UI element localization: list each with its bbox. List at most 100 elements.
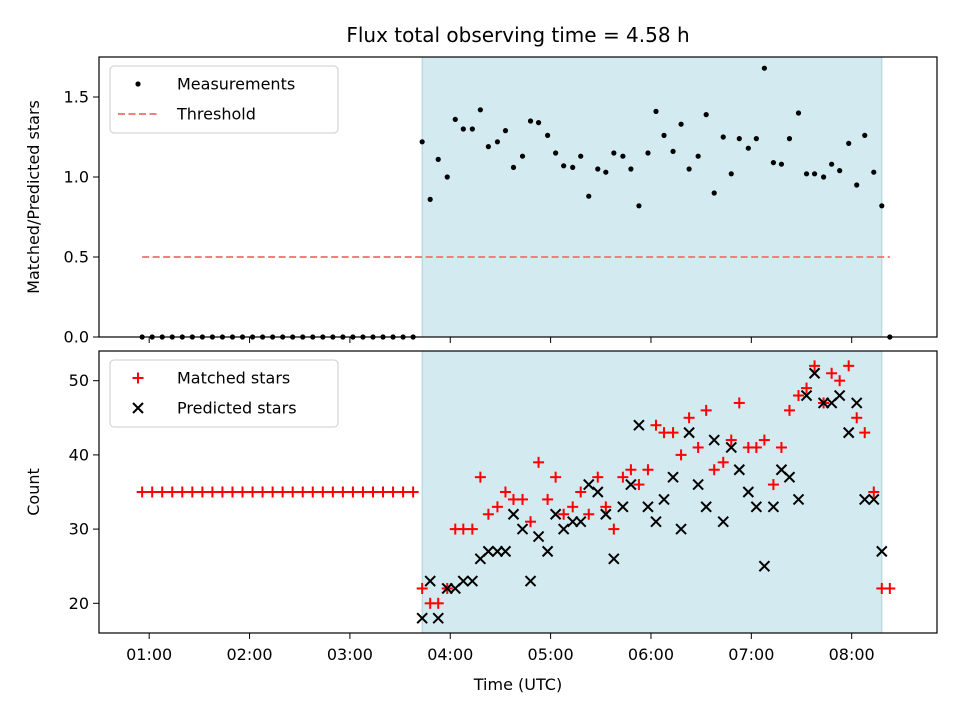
legend-box (109, 65, 339, 134)
measurement-point (820, 174, 827, 180)
x-tick-label: 07:00 (728, 645, 774, 664)
matched-star-marker (859, 427, 871, 439)
predicted-star-marker (432, 612, 444, 624)
marker-stroke (600, 508, 612, 520)
matched-star-marker (466, 523, 478, 535)
predicted-star-marker (507, 508, 520, 520)
matched-star-marker (206, 486, 218, 498)
marker-stroke (750, 501, 763, 513)
matched-star-marker (692, 441, 704, 453)
predicted-star-marker (583, 478, 595, 491)
measurement-point (502, 128, 509, 134)
predicted-star-marker (466, 575, 479, 587)
matched-star-marker (387, 486, 399, 498)
matched-star-marker (186, 486, 198, 498)
matched-star-marker (683, 412, 695, 424)
matched-star-marker (600, 501, 612, 513)
marker-stroke (708, 434, 720, 446)
predicted-star-marker (667, 471, 679, 483)
legend-label: Threshold (176, 105, 256, 124)
matched-star-marker (176, 486, 188, 498)
matched-star-marker (377, 486, 389, 498)
y-tick-label: 1.5 (64, 88, 89, 107)
matched-star-marker (491, 501, 503, 513)
predicted-star-marker (457, 575, 470, 587)
chart-title: Flux total observing time = 4.58 h (346, 23, 689, 47)
measurement-point (444, 174, 450, 180)
matched-star-marker (432, 597, 444, 609)
x-tick-label: 08:00 (829, 645, 875, 664)
matched-star-marker (725, 434, 737, 446)
marker-stroke (608, 553, 620, 565)
matched-star-marker (633, 479, 645, 491)
matched-star-marker (407, 486, 419, 498)
marker-stroke (633, 419, 645, 431)
marker-stroke (700, 501, 712, 513)
marker-stroke (507, 508, 520, 520)
matched-star-marker (783, 404, 795, 416)
matched-star-marker (667, 427, 679, 439)
marker-stroke (842, 426, 855, 439)
marker-stroke (833, 389, 846, 402)
matched-star-marker (809, 360, 821, 372)
y-tick-label: 0.5 (64, 248, 89, 267)
x-tick-label: 01:00 (126, 645, 172, 664)
marker-stroke (482, 545, 495, 558)
measurement-point (695, 153, 701, 159)
matched-star-marker (801, 382, 813, 394)
measurement-point (770, 160, 777, 166)
predicted-star-marker (416, 612, 428, 624)
predicted-star-marker (541, 545, 554, 558)
marker-stroke (592, 486, 604, 498)
matched-star-marker (642, 464, 654, 476)
measurement-point (561, 163, 567, 169)
matched-star-marker (226, 486, 238, 498)
marker-stroke (868, 493, 880, 506)
x-axis-label: Time (UTC) (473, 675, 562, 694)
matched-star-marker (592, 471, 604, 483)
marker-stroke (457, 575, 470, 587)
marker-stroke (416, 612, 428, 624)
measurement-point (469, 126, 475, 132)
measurement-point (661, 132, 667, 138)
measurement-point (477, 107, 483, 113)
measurement-point (545, 132, 551, 138)
predicted-star-marker (808, 367, 821, 379)
matched-star-marker (247, 486, 259, 498)
matched-star-marker (834, 375, 846, 387)
predicted-star-marker (868, 493, 880, 506)
measurement-point (527, 118, 534, 124)
measurement-point (720, 134, 726, 140)
predicted-star-marker (733, 464, 745, 476)
y-tick-label: 20 (69, 594, 89, 613)
predicted-star-marker (592, 486, 604, 498)
predicted-star-marker (625, 478, 637, 491)
predicted-star-marker (532, 530, 545, 543)
predicted-star-marker (424, 575, 436, 587)
matched-star-marker (317, 486, 329, 498)
matched-star-marker (156, 486, 168, 498)
legend-measurement-swatch (135, 81, 141, 87)
measurement-point (460, 126, 466, 132)
count-panel: 20 30 40 50 01:00 02:00 03:00 04:00 05:00 06:00 07… (24, 350, 938, 664)
matched-star-marker (617, 471, 629, 483)
marker-stroke (742, 486, 755, 498)
marker-stroke (876, 545, 888, 558)
predicted-star-marker (683, 426, 695, 439)
y-tick-label: 30 (69, 520, 89, 539)
measurement-point (879, 203, 885, 209)
predicted-star-marker (633, 419, 645, 431)
matched-star-marker (257, 486, 269, 498)
marker-stroke (800, 389, 813, 402)
measurement-point (611, 150, 617, 156)
measurement-point (846, 140, 852, 146)
measurement-point (811, 171, 818, 177)
matched-star-marker (297, 486, 309, 498)
predicted-star-marker (692, 478, 704, 491)
y-tick-label: 50 (69, 371, 89, 390)
marker-stroke (733, 464, 745, 476)
legend-predicted-swatch (132, 402, 144, 414)
matched-star-marker (166, 486, 178, 498)
measurement-point (535, 120, 542, 126)
